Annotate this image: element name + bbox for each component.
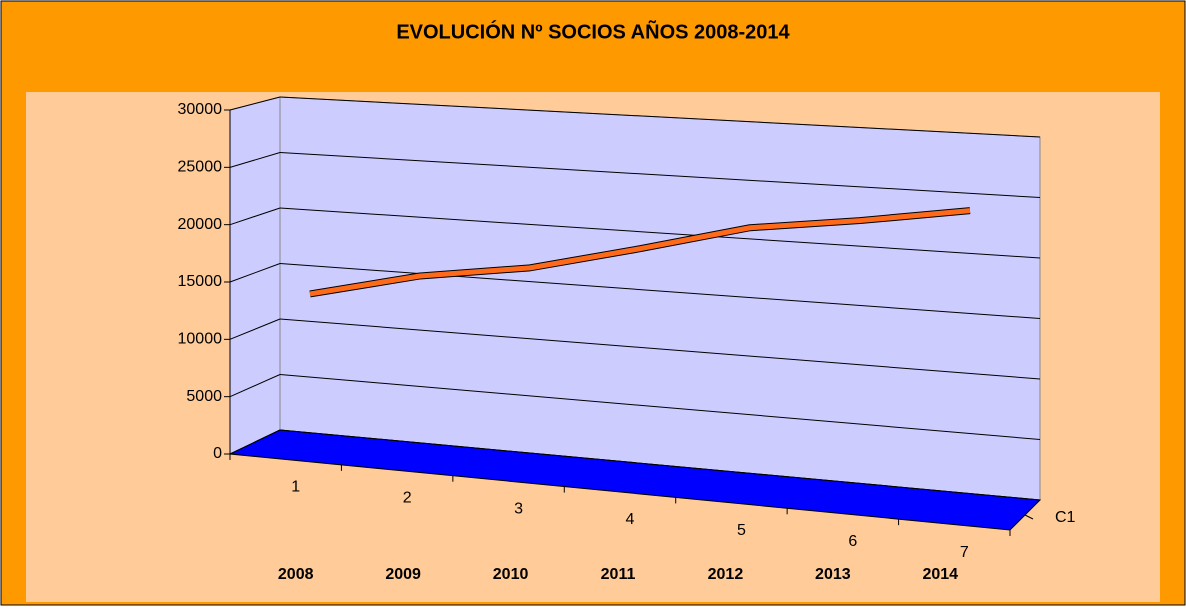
series-tick bbox=[1024, 514, 1034, 520]
grid-line bbox=[229, 263, 281, 283]
year-label: 2008 bbox=[278, 566, 314, 583]
year-label: 2009 bbox=[385, 566, 421, 583]
year-label: 2014 bbox=[922, 566, 958, 583]
y-tick-label: 25000 bbox=[178, 159, 223, 176]
y-tick-label: 15000 bbox=[178, 273, 223, 290]
year-label: 2011 bbox=[601, 566, 636, 583]
line bbox=[309, 208, 971, 297]
series-label: C1 bbox=[1055, 509, 1076, 526]
grid-line bbox=[279, 152, 1041, 198]
grid-line bbox=[279, 374, 1041, 440]
grid-line bbox=[229, 207, 281, 226]
grid-line bbox=[229, 152, 281, 168]
grid-line bbox=[279, 263, 1041, 319]
back-wall bbox=[279, 96, 1041, 501]
grid-line bbox=[279, 207, 1041, 259]
grid-line bbox=[229, 374, 281, 398]
x-tick-label: 1 bbox=[291, 479, 300, 496]
x-tick-label: 5 bbox=[737, 522, 746, 539]
y-tick-label: 10000 bbox=[178, 331, 223, 348]
x-tick-label: 2 bbox=[403, 490, 412, 507]
year-label: 2012 bbox=[708, 566, 744, 583]
side-wall bbox=[229, 96, 281, 455]
y-tick-label: 30000 bbox=[178, 101, 223, 118]
year-label: 2010 bbox=[493, 566, 529, 583]
grid-line bbox=[229, 96, 281, 111]
y-tick-label: 20000 bbox=[178, 216, 223, 233]
y-tick-label: 0 bbox=[213, 445, 222, 462]
y-tick-label: 5000 bbox=[186, 388, 222, 405]
grid-line bbox=[279, 318, 1041, 380]
grid-line bbox=[279, 96, 1041, 138]
x-tick-label: 7 bbox=[960, 544, 969, 561]
year-label: 2013 bbox=[815, 566, 851, 583]
grid-line bbox=[229, 429, 281, 455]
grid-line bbox=[279, 429, 1041, 501]
x-tick-label: 6 bbox=[848, 533, 857, 550]
x-tick-label: 4 bbox=[626, 511, 635, 528]
x-tick-label: 3 bbox=[514, 500, 523, 517]
chart-title: EVOLUCIÓN Nº SOCIOS AÑOS 2008-2014 bbox=[396, 19, 790, 43]
grid-line bbox=[229, 318, 281, 340]
